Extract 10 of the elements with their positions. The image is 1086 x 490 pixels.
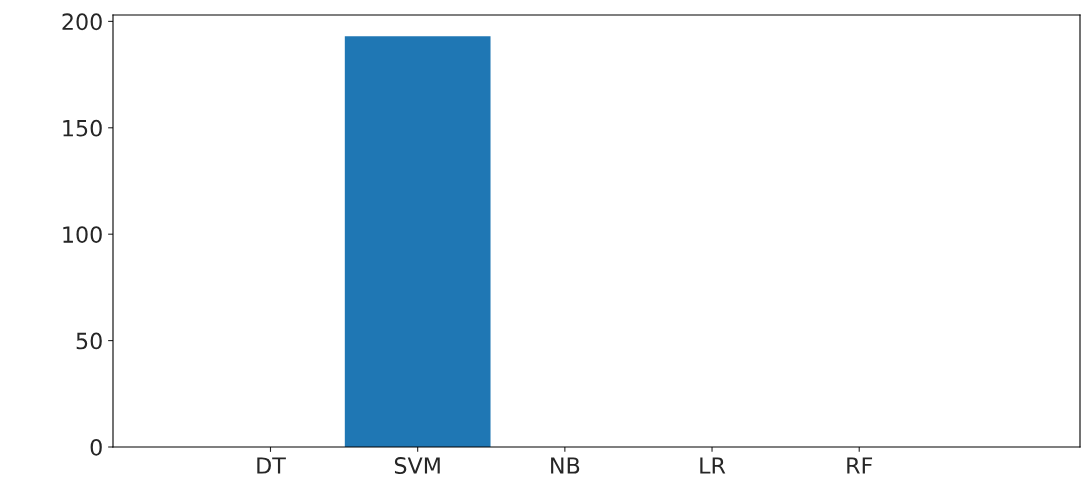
x-tick-label: RF: [847, 457, 873, 474]
y-tick-label: 100: [63, 226, 102, 243]
x-tick-label: SVM: [394, 457, 440, 474]
y-tick-label: 50: [76, 332, 102, 350]
y-tick-label: 150: [63, 119, 102, 137]
y-tick-label: 200: [62, 13, 102, 31]
x-tick-label: LR: [700, 457, 726, 474]
x-tick-label: DT: [257, 457, 286, 474]
x-tick-label: NB: [551, 457, 580, 474]
y-tick-label: 0: [90, 438, 102, 456]
